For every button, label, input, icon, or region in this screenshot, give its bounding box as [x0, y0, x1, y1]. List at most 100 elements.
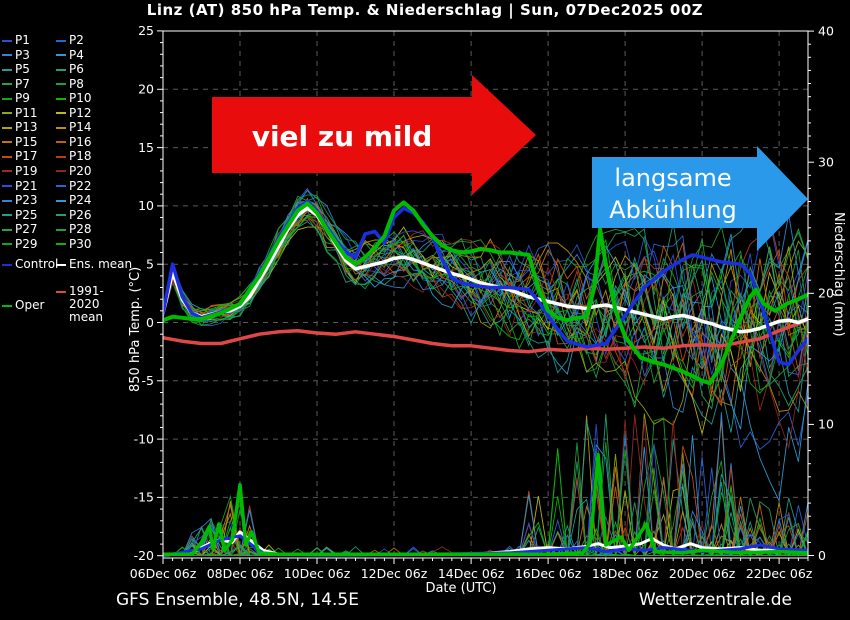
tick-labels: 25 20 15 10 5 0 -5 -10 -15 -20 40 30 20 10 0 06Dec 06z 0…: [130, 23, 834, 581]
legend-item-member: P6: [56, 63, 84, 76]
ensemble-member-precip-line: [163, 444, 808, 557]
tick-label-temp: -5: [142, 373, 154, 388]
legend-swatch: [2, 83, 12, 86]
legend-label: Ens. mean: [69, 257, 133, 271]
legend-swatch: [2, 243, 12, 246]
legend-item-member: P23: [2, 194, 38, 207]
legend-item-member: P25: [2, 207, 38, 222]
legend-label: P14: [69, 120, 92, 135]
series-ens-mean: [163, 206, 808, 334]
ensemble-member-precip-line: [163, 415, 808, 557]
tick-label-temp: 15: [138, 140, 154, 155]
legend-label: P18: [69, 149, 92, 164]
legend-swatch: [2, 54, 12, 57]
legend-item-control: Control: [2, 258, 58, 271]
legend-swatch: [2, 304, 12, 307]
legend-label: P22: [69, 178, 92, 193]
ensemble-member-precip-line: [163, 463, 808, 558]
legend-swatch: [2, 126, 12, 129]
blue-arrow-text-line2: Abkühlung: [609, 196, 737, 224]
annotations: viel zu mild langsame Abkühlung: [212, 75, 808, 251]
legend-item-member: P9: [2, 92, 30, 105]
legend-item-member: P11: [2, 105, 38, 120]
tick-label-date: 06Dec 06z: [130, 566, 197, 581]
legend-item-member: P27: [2, 223, 38, 236]
chart-title: Linz (AT) 850 hPa Temp. & Niederschlag |…: [146, 1, 704, 19]
red-arrow-head: [472, 75, 536, 195]
legend-label: P17: [15, 149, 38, 164]
legend-label: P4: [69, 47, 84, 62]
legend-label: P23: [15, 193, 38, 208]
tick-label-date: 10Dec 06z: [284, 566, 351, 581]
legend-swatch: [56, 68, 66, 71]
tick-label-temp: 0: [146, 315, 154, 330]
ensemble-member-precip-line: [163, 414, 808, 556]
tick-label-temp: -20: [134, 548, 154, 563]
tick-label-temp: 5: [146, 257, 154, 272]
blue-arrow: [592, 146, 808, 251]
legend-label: P25: [15, 207, 38, 222]
legend-item-oper: Oper: [2, 299, 44, 312]
legend-label: P24: [69, 193, 92, 208]
legend-swatch: [2, 263, 12, 266]
x-axis-label: Date (UTC): [425, 581, 497, 596]
legend-item-member: P17: [2, 150, 38, 163]
legend-label: 1991-2020 mean: [69, 284, 104, 324]
legend-swatch: [2, 112, 12, 115]
ensemble-member-precip-line: [163, 449, 808, 557]
legend-label: P10: [69, 91, 92, 106]
legend-label: P12: [69, 105, 92, 120]
series-oper-precip: [163, 452, 808, 556]
blue-arrow-text-line1: langsame: [614, 164, 731, 192]
legend-swatch: [2, 185, 12, 187]
tick-label-date: 22Dec 06z: [746, 566, 813, 581]
legend-swatch: [2, 141, 12, 144]
legend-label: Oper: [15, 298, 45, 312]
legend-swatch: [2, 155, 12, 158]
legend-item-member: P22: [56, 178, 92, 193]
legend-label: P5: [15, 62, 30, 77]
legend-label: P11: [15, 105, 38, 120]
tick-label-date: 08Dec 06z: [207, 566, 274, 581]
legend: P1 P2 P3 P4 P5 P6 P7 P8 P9 P10 P11 P12 P13 P14 P15 P16 P…: [2, 0, 152, 340]
legend-item-member: P12: [56, 105, 92, 120]
legend-swatch: [2, 39, 12, 42]
ensemble-member-temp-line: [163, 202, 808, 383]
tick-label-temp: 25: [138, 23, 154, 38]
legend-label: P6: [69, 62, 84, 77]
ensemble-member-precip-line: [163, 412, 808, 557]
legend-swatch: [56, 112, 66, 115]
model-caption: GFS Ensemble, 48.5N, 14.5E: [116, 590, 359, 610]
ensemble-member-precip-line: [163, 423, 808, 556]
legend-swatch: [2, 214, 12, 217]
legend-label: P30: [69, 236, 92, 251]
legend-label: P8: [69, 76, 84, 91]
legend-label: P2: [69, 33, 84, 47]
legend-label: P16: [69, 134, 92, 149]
legend-item-ens-mean: Ens. mean: [56, 258, 132, 271]
axes: [157, 30, 814, 564]
ensemble-member-precip-line: [163, 419, 808, 557]
tick-label-date: 20Dec 06z: [669, 566, 736, 581]
ensemble-member-precip-line: [163, 413, 808, 557]
tick-label-precip: 30: [818, 155, 834, 170]
legend-swatch: [2, 199, 12, 202]
tick-label-precip: 20: [818, 286, 834, 301]
legend-item-member: P13: [2, 121, 38, 134]
legend-swatch: [56, 155, 66, 158]
blue-arrow-body: [592, 157, 757, 228]
legend-item-member: P8: [56, 76, 84, 91]
legend-item-member: P20: [56, 164, 92, 178]
legend-item-member: P3: [2, 48, 30, 62]
legend-item-member: P5: [2, 63, 30, 76]
tick-label-temp: 20: [138, 82, 154, 97]
legend-item-member: P14: [56, 121, 92, 134]
ensemble-member-precip-line: [163, 421, 808, 558]
red-arrow: [212, 75, 536, 195]
legend-item-member: P29: [2, 237, 38, 251]
legend-swatch: [2, 97, 12, 100]
tick-label-precip: 10: [818, 417, 834, 432]
legend-label: P1: [15, 33, 30, 47]
legend-swatch: [56, 126, 66, 129]
